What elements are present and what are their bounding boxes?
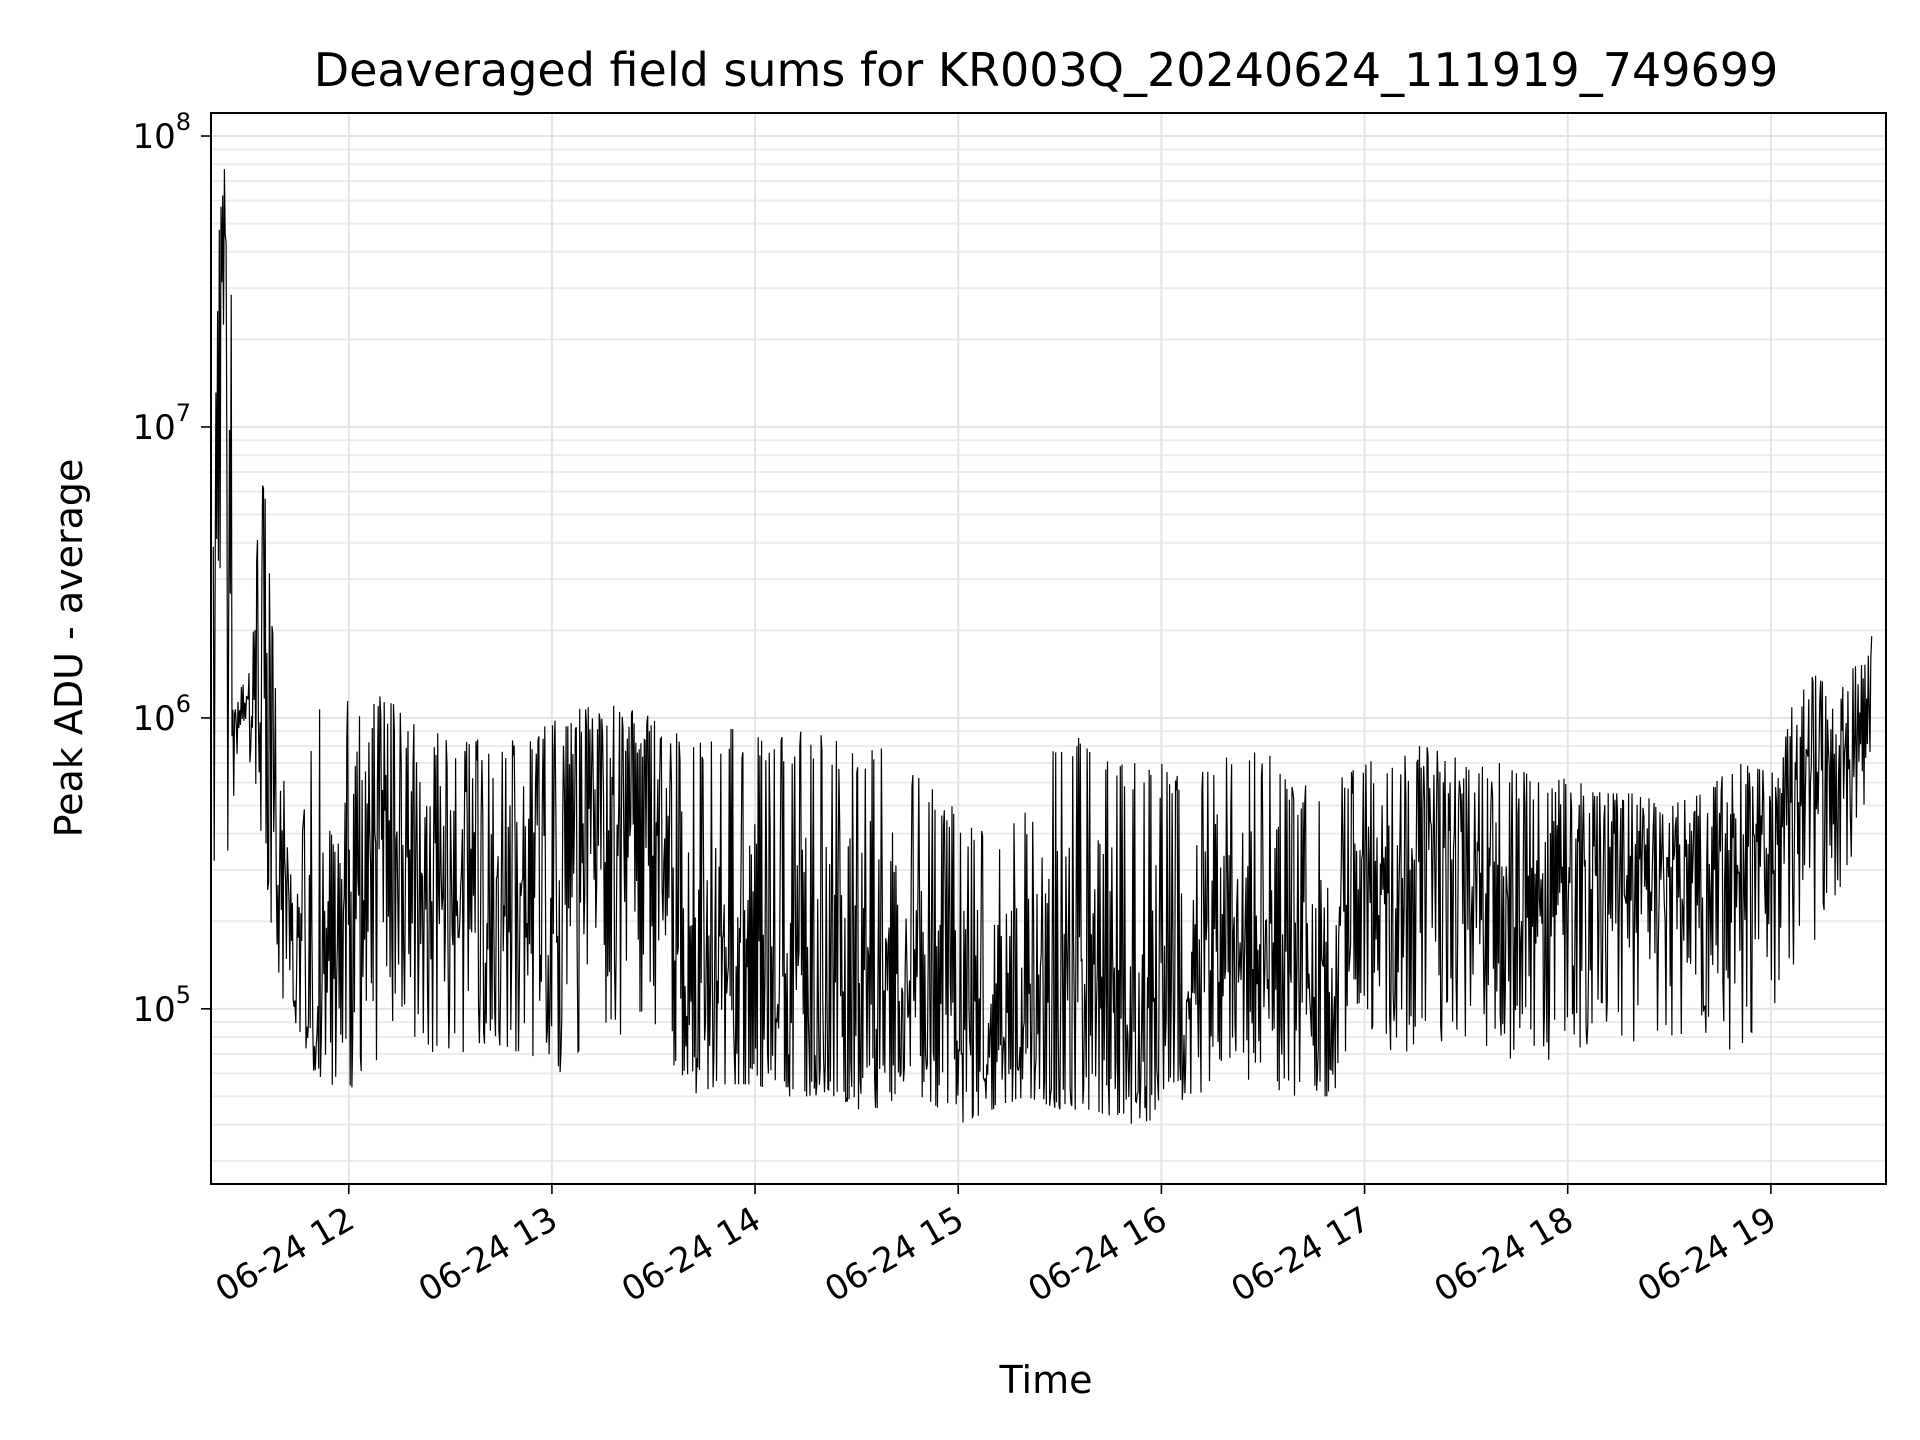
x-tick-label: 06-24 18 xyxy=(1428,1199,1580,1310)
y-axis-label: Peak ADU - average xyxy=(47,459,91,838)
x-tick-label: 06-24 16 xyxy=(1022,1199,1174,1310)
grid xyxy=(211,113,1886,1184)
x-tick-label: 06-24 15 xyxy=(818,1199,970,1310)
y-tick-label: 108 xyxy=(132,108,191,157)
x-axis-label: Time xyxy=(999,1358,1093,1402)
series-line xyxy=(212,169,1873,1124)
x-tick-label: 06-24 13 xyxy=(412,1199,564,1310)
plot-frame xyxy=(210,112,1887,1185)
x-tick-label: 06-24 19 xyxy=(1631,1199,1783,1310)
series xyxy=(212,169,1873,1124)
x-tick-label: 06-24 12 xyxy=(209,1199,361,1310)
y-tick-label: 106 xyxy=(132,690,191,739)
x-tick-label: 06-24 14 xyxy=(615,1199,767,1310)
y-tick-label: 107 xyxy=(132,399,191,448)
x-tick-label: 06-24 17 xyxy=(1225,1199,1377,1310)
y-tick-label: 105 xyxy=(132,981,191,1030)
chart-title: Deaveraged field sums for KR003Q_2024062… xyxy=(314,43,1779,97)
